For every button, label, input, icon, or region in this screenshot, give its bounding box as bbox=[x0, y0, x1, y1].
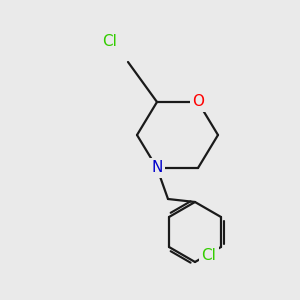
Text: N: N bbox=[151, 160, 163, 175]
Text: Cl: Cl bbox=[202, 248, 216, 262]
Text: Cl: Cl bbox=[103, 34, 117, 50]
Text: O: O bbox=[192, 94, 204, 110]
